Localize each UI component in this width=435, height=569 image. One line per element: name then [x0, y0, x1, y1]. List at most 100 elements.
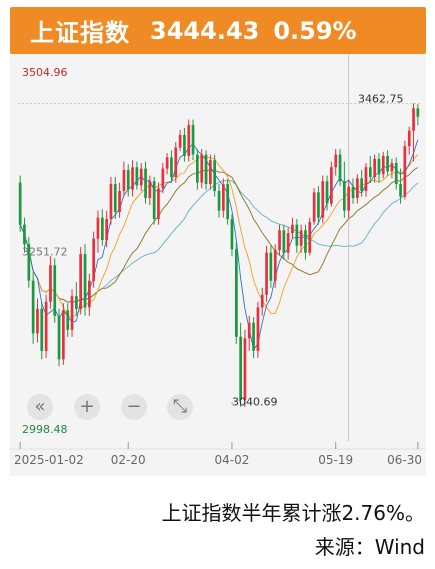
x-tick-label: 05-19 [318, 453, 353, 467]
annotation-mid: 3251.72 [22, 246, 68, 259]
candle-body [412, 108, 415, 131]
index-value: 3444.43 [150, 16, 260, 45]
candle-body [131, 167, 134, 190]
candle-body [174, 147, 178, 177]
annotation-low-leader [229, 399, 241, 405]
candle-body [394, 163, 398, 184]
candlestick-chart: 3504.96 2998.48 3462.75 3251.72 3040.69 2025-… [10, 54, 426, 476]
candle-body [18, 182, 22, 225]
candle-body [351, 186, 355, 198]
candle-body [144, 168, 147, 198]
candle-body [178, 135, 182, 148]
index-name: 上证指数 [30, 19, 130, 47]
ma20-line [19, 167, 419, 303]
candle-body [381, 156, 385, 175]
candle-body [165, 157, 169, 169]
x-tick-label: 2025-01-02 [14, 453, 84, 467]
y-min-label: 2998.48 [22, 423, 68, 436]
candle-body [312, 192, 316, 222]
ma5-line [19, 139, 419, 351]
candle-body [360, 178, 363, 191]
candle-body [122, 170, 126, 191]
fit-view-icon[interactable]: ⤡ [167, 394, 193, 420]
candle-body [170, 157, 173, 177]
candle-body [416, 108, 420, 117]
candle-body [88, 280, 91, 308]
candle-body [49, 265, 52, 302]
candle-body [44, 301, 48, 351]
candle-body [403, 146, 407, 197]
index-banner: 上证指数 3444.43 0.59% [10, 7, 426, 54]
candle-body [23, 224, 26, 245]
chart-caption: 上证指数半年累计涨2.76%。 [161, 501, 425, 525]
candle-body [70, 296, 74, 330]
candle-body [308, 221, 312, 253]
candle-body [347, 186, 350, 211]
candle-body [330, 167, 333, 204]
candle-body [356, 178, 359, 198]
candle-body [152, 181, 156, 219]
candle-body [213, 160, 216, 191]
candle-body [256, 307, 260, 351]
candle-body [343, 181, 346, 211]
candle-body [187, 125, 191, 156]
candle-body [113, 184, 117, 212]
candle-body [399, 184, 402, 197]
candle-body [235, 249, 238, 337]
candle-body [148, 181, 152, 198]
candle-body [109, 184, 113, 219]
candle-body [196, 154, 199, 183]
candle-body [282, 230, 286, 253]
candle-body [161, 168, 165, 189]
candle-body [139, 168, 143, 186]
candle-body [200, 154, 204, 183]
x-tick-label: 04-02 [215, 453, 250, 467]
candle-body [269, 252, 273, 281]
candle-body [278, 230, 281, 250]
data-source: 来源：Wind [314, 535, 425, 559]
candle-body [373, 158, 376, 177]
candle-body [217, 191, 221, 211]
candle-body [57, 315, 61, 360]
candle-body [222, 184, 225, 211]
candle-body [325, 181, 329, 204]
candle-body [252, 322, 255, 351]
candle-body [369, 167, 372, 177]
candle-body [273, 249, 277, 281]
back-icon[interactable]: « [27, 394, 53, 420]
candle-body [31, 280, 35, 334]
candle-body [118, 191, 121, 212]
annotation-high: 3462.75 [358, 93, 404, 106]
candle-body [92, 238, 95, 281]
candle-body [338, 154, 342, 182]
candle-body [334, 154, 338, 168]
candle-body [105, 219, 108, 241]
candle-body [79, 254, 82, 309]
candle-body [75, 296, 78, 309]
candle-body [291, 224, 294, 234]
candle-body [135, 167, 139, 186]
candle-body [204, 154, 208, 184]
candle-body [36, 308, 39, 334]
candle-body [377, 158, 381, 175]
plot-background [10, 54, 426, 476]
zoom-in-button[interactable]: + [74, 394, 100, 420]
candle-body [239, 336, 242, 400]
candle-body [96, 217, 100, 239]
candle-body [386, 156, 389, 172]
candle-body [295, 224, 299, 246]
candle-body [191, 125, 195, 155]
candle-body [247, 322, 251, 339]
candle-body [183, 135, 186, 156]
x-tick-label: 02-20 [111, 453, 146, 467]
candle-body [230, 219, 234, 250]
candle-body [265, 252, 268, 295]
candle-body [260, 294, 264, 308]
candle-body [299, 230, 303, 246]
y-max-label: 3504.96 [22, 66, 68, 79]
candle-body [304, 230, 307, 253]
candle-body [364, 167, 368, 191]
zoom-out-button[interactable]: − [121, 394, 147, 420]
candle-body [226, 184, 229, 219]
candlestick-chart-panel: 3504.96 2998.48 3462.75 3251.72 3040.69 2025-… [10, 54, 426, 476]
